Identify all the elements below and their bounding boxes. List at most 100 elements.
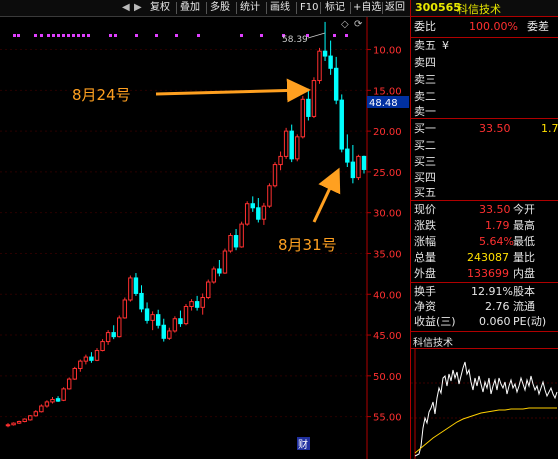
event-marker-dot[interactable] <box>82 34 85 37</box>
candle-body[interactable] <box>233 235 239 248</box>
candle-body[interactable] <box>200 297 205 308</box>
candle-body[interactable] <box>28 415 33 421</box>
candle-body[interactable] <box>11 422 16 426</box>
sell1-row[interactable]: 卖一 <box>411 104 558 120</box>
chart-refresh-icon[interactable]: ⟳ <box>354 19 363 30</box>
event-marker-dot[interactable] <box>67 34 70 37</box>
candle-body[interactable] <box>105 332 111 343</box>
candle-body[interactable] <box>339 99 344 150</box>
event-marker-dot[interactable] <box>13 34 16 37</box>
candle-body[interactable] <box>250 203 255 209</box>
toolbar-huaxian-button[interactable]: 画线 <box>270 2 290 13</box>
buy4-row[interactable]: 买四 <box>411 170 558 186</box>
candle-body[interactable] <box>317 50 322 82</box>
event-marker-dot[interactable] <box>40 34 43 37</box>
sell5-row[interactable]: 卖五 ¥ <box>411 38 558 54</box>
candle-body[interactable] <box>150 314 155 321</box>
candle-body[interactable] <box>322 50 328 57</box>
candle-body[interactable] <box>155 314 161 326</box>
candle-body[interactable] <box>78 360 83 369</box>
chart-settings-icon[interactable]: ◇ <box>341 19 349 30</box>
candle-body[interactable] <box>33 411 39 417</box>
candle-body[interactable] <box>94 350 100 361</box>
toolbar-duogu-button[interactable]: 多股 <box>210 2 230 13</box>
candle-body[interactable] <box>22 418 27 423</box>
candle-body[interactable] <box>44 401 50 407</box>
toolbar-fuquan-button[interactable]: 复权 <box>150 2 170 13</box>
candle-body[interactable] <box>239 223 244 248</box>
event-marker-dot[interactable] <box>77 34 80 37</box>
event-marker-dot[interactable] <box>62 34 65 37</box>
event-marker-dot[interactable] <box>34 34 37 37</box>
scroll-right-icon[interactable]: ▶ <box>134 2 142 13</box>
toolbar-diejia-button[interactable]: 叠加 <box>180 2 200 13</box>
event-marker-dot[interactable] <box>197 34 200 37</box>
candle-body[interactable] <box>144 308 150 321</box>
candle-body[interactable] <box>278 155 283 166</box>
candle-body[interactable] <box>261 205 267 220</box>
event-marker-dot[interactable] <box>57 34 60 37</box>
candle-body[interactable] <box>111 332 116 338</box>
event-marker-dot[interactable] <box>47 34 50 37</box>
candle-body[interactable] <box>211 268 217 283</box>
event-marker-dot[interactable] <box>52 34 55 37</box>
candle-body[interactable] <box>128 277 133 301</box>
event-marker-dot[interactable] <box>240 34 243 37</box>
candle-body[interactable] <box>89 356 94 361</box>
buy5-row[interactable]: 买五 <box>411 185 558 201</box>
candle-body[interactable] <box>194 301 200 308</box>
toolbar-f10-button[interactable]: F10 <box>300 2 319 13</box>
candle-body[interactable] <box>83 356 89 362</box>
event-marker-dot[interactable] <box>175 34 178 37</box>
candle-body[interactable] <box>100 341 105 352</box>
candle-body[interactable] <box>122 299 128 319</box>
event-marker-dot[interactable] <box>87 34 90 37</box>
sell2-row[interactable]: 卖二 <box>411 89 558 105</box>
candle-body[interactable] <box>222 250 228 274</box>
buy2-row[interactable]: 买二 <box>411 138 558 154</box>
event-marker-dot[interactable] <box>155 34 158 37</box>
candle-body[interactable] <box>139 292 144 310</box>
candle-body[interactable] <box>50 398 55 403</box>
buy1-row[interactable]: 买一 33.50 1.7 <box>411 121 558 137</box>
candle-body[interactable] <box>178 318 183 325</box>
toolbar-biaoji-button[interactable]: 标记 <box>325 2 345 13</box>
candle-body[interactable] <box>289 130 294 160</box>
toolbar-fanhui-button[interactable]: 返回 <box>385 2 405 13</box>
event-marker-dot[interactable] <box>109 34 112 37</box>
candle-body[interactable] <box>272 164 278 187</box>
candle-body[interactable] <box>61 388 66 401</box>
candle-body[interactable] <box>16 421 22 424</box>
candle-body[interactable] <box>300 98 306 138</box>
candle-body[interactable] <box>66 378 72 390</box>
candle-body[interactable] <box>55 398 61 402</box>
candle-body[interactable] <box>306 98 311 117</box>
candle-body[interactable] <box>356 155 361 179</box>
toolbar-zixuan-button[interactable]: +自选 <box>353 2 382 13</box>
event-marker-dot[interactable] <box>114 34 117 37</box>
event-marker-dot[interactable] <box>306 34 309 37</box>
candle-body[interactable] <box>283 130 289 157</box>
candle-body[interactable] <box>117 317 122 338</box>
candle-body[interactable] <box>228 235 233 252</box>
candle-body[interactable] <box>5 424 11 427</box>
event-marker-dot[interactable] <box>333 34 336 37</box>
candle-body[interactable] <box>345 148 350 163</box>
event-marker-dot[interactable] <box>17 34 20 37</box>
candle-body[interactable] <box>328 55 333 69</box>
candle-body[interactable] <box>206 281 211 299</box>
candle-body[interactable] <box>244 203 250 225</box>
buy3-row[interactable]: 买三 <box>411 154 558 170</box>
candle-body[interactable] <box>350 161 356 179</box>
candle-body[interactable] <box>39 405 44 413</box>
candle-body[interactable] <box>361 155 367 170</box>
toolbar-tongji-button[interactable]: 统计 <box>240 2 260 13</box>
candlestick-chart[interactable]: 55.00 50.00 45.00 40.00 35.00 30.00 25.00 20.00… <box>0 17 410 459</box>
bottom-marker-cai[interactable]: 财 <box>298 438 308 451</box>
scroll-left-icon[interactable]: ◀ <box>122 2 130 13</box>
candle-body[interactable] <box>295 136 300 160</box>
event-marker-dot[interactable] <box>72 34 75 37</box>
intraday-mini-chart[interactable] <box>411 348 558 459</box>
candle-body[interactable] <box>161 324 166 339</box>
event-marker-dot[interactable] <box>135 34 138 37</box>
